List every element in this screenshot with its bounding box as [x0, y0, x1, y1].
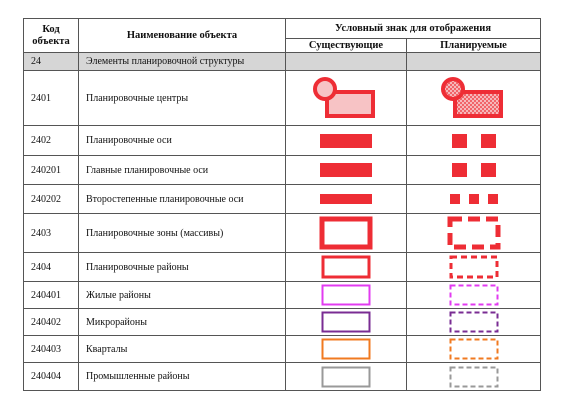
- table-row: 2403 Планировочные зоны (массивы): [23, 213, 542, 253]
- planned-symbol-cell: [405, 184, 542, 214]
- quarter-planned-icon: [449, 338, 498, 360]
- existing-symbol-cell: [285, 281, 407, 309]
- code-column-header: Код объекта: [23, 18, 79, 53]
- row-code: 240402: [23, 308, 79, 336]
- row-name: Планировочные зоны (массивы): [78, 213, 286, 253]
- planning-center-planned-icon: [440, 77, 503, 118]
- planned-symbol-cell: [405, 213, 542, 253]
- planned-column-header: Планируемые: [405, 38, 542, 53]
- row-name: Кварталы: [78, 335, 286, 363]
- quarter-existing-icon: [321, 338, 371, 360]
- planning-center-existing-icon: [313, 77, 375, 118]
- table-row: 240202 Второстепенные планировочные оси: [23, 184, 542, 214]
- row-name: Микрорайоны: [78, 308, 286, 336]
- table-row: 240402 Микрорайоны: [23, 308, 542, 336]
- row-name: Планировочные оси: [78, 125, 286, 156]
- row-code: 240401: [23, 281, 79, 309]
- residential-district-existing-icon: [321, 284, 371, 306]
- planning-district-existing-icon: [321, 255, 371, 279]
- existing-symbol-cell: [285, 184, 407, 214]
- existing-symbol-cell: [285, 362, 407, 391]
- residential-district-planned-icon: [449, 284, 498, 306]
- existing-symbol-cell: [285, 335, 407, 363]
- planned-symbol-cell: [405, 281, 542, 309]
- planned-symbol-cell: [405, 155, 542, 185]
- table-row: 2401 Планировочные центры: [23, 70, 542, 126]
- secondary-axis-planned-icon: [449, 194, 498, 204]
- planned-symbol-cell: [405, 70, 542, 126]
- legend-table: Код объекта Наименование объекта Условны…: [23, 18, 542, 391]
- group-row: 24 Элементы планировочной структуры: [23, 52, 542, 71]
- planned-symbol-cell: [405, 252, 542, 282]
- table-row: 2402 Планировочные оси: [23, 125, 542, 156]
- row-code: 2404: [23, 252, 79, 282]
- secondary-axis-existing-icon: [320, 194, 372, 204]
- planning-district-planned-icon: [449, 255, 498, 279]
- planning-axis-existing-icon: [320, 133, 372, 148]
- row-code: 240201: [23, 155, 79, 185]
- planned-symbol-cell: [405, 362, 542, 391]
- planning-axis-planned-icon: [451, 133, 496, 148]
- microdistrict-existing-icon: [321, 311, 371, 333]
- planned-symbol-cell: [405, 335, 542, 363]
- group-code: 24: [23, 52, 79, 71]
- symbol-column-header: Условный знак для отображения: [284, 18, 542, 39]
- existing-symbol-cell: [285, 308, 407, 336]
- row-name: Второстепенные планировочные оси: [78, 184, 286, 214]
- planned-symbol-cell: [405, 308, 542, 336]
- existing-column-header: Существующие: [285, 38, 407, 53]
- table-row: 240201 Главные планировочные оси: [23, 155, 542, 185]
- table-row: 240401 Жилые районы: [23, 281, 542, 309]
- microdistrict-planned-icon: [449, 311, 498, 333]
- row-name: Главные планировочные оси: [78, 155, 286, 185]
- group-name: Элементы планировочной структуры: [78, 52, 286, 71]
- planning-zone-planned-icon: [447, 216, 500, 250]
- main-axis-planned-icon: [451, 163, 496, 177]
- row-code: 2403: [23, 213, 79, 253]
- table-row: 240403 Кварталы: [23, 335, 542, 363]
- row-name: Планировочные районы: [78, 252, 286, 282]
- row-name: Планировочные центры: [78, 70, 286, 126]
- row-code: 240403: [23, 335, 79, 363]
- planned-symbol-cell: [405, 125, 542, 156]
- industrial-district-planned-icon: [449, 366, 498, 387]
- row-code: 2401: [23, 70, 79, 126]
- table-row: 240404 Промышленные районы: [23, 362, 542, 391]
- existing-symbol-cell: [285, 155, 407, 185]
- existing-symbol-cell: [285, 125, 407, 156]
- row-code: 2402: [23, 125, 79, 156]
- planning-zone-existing-icon: [319, 216, 373, 250]
- existing-symbol-cell: [285, 70, 407, 126]
- row-name: Жилые районы: [78, 281, 286, 309]
- name-column-header: Наименование объекта: [78, 18, 286, 53]
- row-code: 240202: [23, 184, 79, 214]
- table-row: 2404 Планировочные районы: [23, 252, 542, 282]
- industrial-district-existing-icon: [321, 366, 371, 387]
- existing-symbol-cell: [285, 213, 407, 253]
- row-name: Промышленные районы: [78, 362, 286, 391]
- existing-symbol-cell: [285, 252, 407, 282]
- row-code: 240404: [23, 362, 79, 391]
- main-axis-existing-icon: [320, 163, 372, 177]
